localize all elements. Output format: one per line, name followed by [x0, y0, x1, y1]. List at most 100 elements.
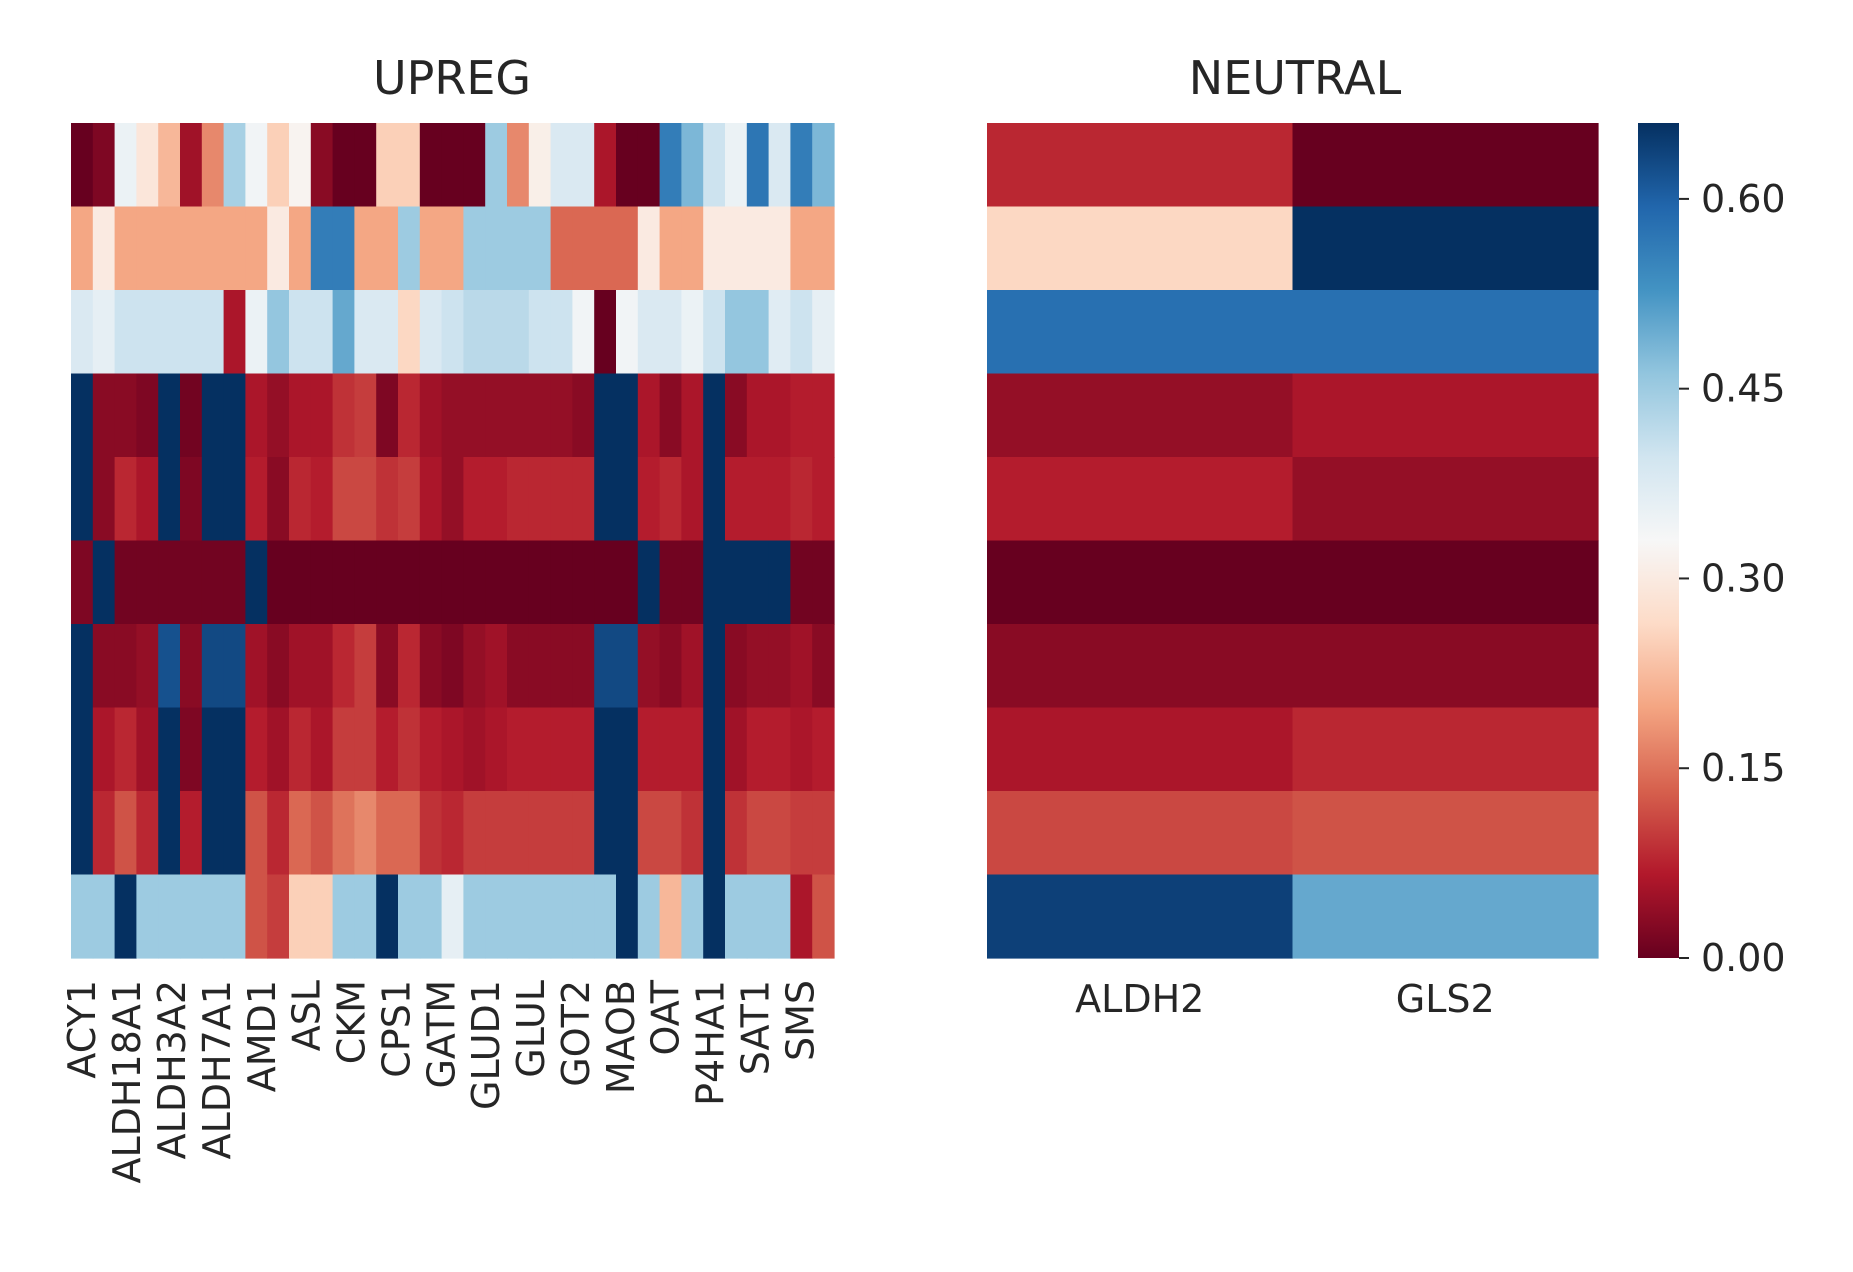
heatmap-cell — [201, 290, 225, 375]
heatmap-cell — [528, 791, 552, 876]
heatmap-cell — [267, 707, 290, 792]
heatmap-cell — [310, 707, 334, 792]
heatmap-cell — [267, 123, 290, 208]
heatmap-cell — [572, 624, 595, 709]
heatmap-cell — [92, 874, 116, 959]
heatmap-cell — [201, 457, 225, 542]
heatmap-cell — [812, 206, 835, 291]
heatmap-cell — [812, 791, 835, 876]
heatmap-cell — [659, 290, 682, 375]
heatmap-cell — [180, 457, 203, 542]
heatmap-cell — [158, 791, 181, 876]
heatmap-cell — [703, 540, 726, 625]
x-tick-label: CPS1 — [374, 980, 418, 1078]
heatmap-cell — [637, 791, 661, 876]
heatmap-cell — [507, 540, 530, 625]
heatmap-cell — [136, 624, 159, 709]
heatmap-cell — [354, 290, 377, 375]
heatmap-cell — [289, 874, 312, 959]
heatmap-cell — [158, 290, 181, 375]
heatmap-cell — [485, 290, 508, 375]
heatmap-cell — [136, 791, 159, 876]
heatmap-cell — [201, 707, 225, 792]
heatmap-cell — [768, 540, 791, 625]
heatmap-cell — [703, 123, 726, 208]
heatmap-cell — [725, 373, 748, 458]
x-tick-label: OAT — [644, 979, 688, 1055]
heatmap-cell — [245, 874, 268, 959]
heatmap-cell — [136, 123, 159, 208]
x-tick-label: ALDH2 — [1075, 977, 1204, 1021]
heatmap-cell — [528, 624, 552, 709]
heatmap-cell — [987, 540, 1294, 625]
heatmap-cell — [267, 540, 290, 625]
heatmap-cell — [659, 373, 682, 458]
heatmap-cell — [441, 707, 464, 792]
heatmap-cell — [616, 791, 639, 876]
heatmap-cell — [746, 123, 770, 208]
heatmap-cell — [158, 457, 181, 542]
heatmap-cell — [136, 206, 159, 291]
heatmap-cell — [659, 624, 682, 709]
heatmap-cell — [812, 373, 835, 458]
heatmap-cell — [223, 874, 246, 959]
heatmap-cell — [332, 290, 355, 375]
heatmap-cell — [681, 540, 704, 625]
heatmap-cell — [180, 707, 203, 792]
heatmap-cell — [681, 373, 704, 458]
heatmap-cell — [223, 373, 246, 458]
heatmap-cell — [681, 874, 704, 959]
colorbar-tick-label: 0.30 — [1701, 556, 1786, 600]
heatmap-cell — [245, 123, 268, 208]
heatmap-cell — [354, 540, 377, 625]
heatmap-cell — [507, 624, 530, 709]
heatmap-cell — [92, 206, 116, 291]
heatmap-cell — [703, 457, 726, 542]
heatmap-cell — [71, 457, 94, 542]
heatmap-cell — [419, 290, 443, 375]
heatmap-cell — [594, 123, 617, 208]
heatmap-cell — [790, 540, 813, 625]
heatmap-cell — [550, 874, 573, 959]
x-tick-label: ASL — [285, 980, 329, 1051]
heatmap-cell — [223, 123, 246, 208]
heatmap-cell — [180, 206, 203, 291]
heatmap-cell — [637, 290, 661, 375]
heatmap-cell — [398, 707, 421, 792]
heatmap-cell — [637, 624, 661, 709]
heatmap-cell — [245, 624, 268, 709]
heatmap-cell — [158, 624, 181, 709]
heatmap-cell — [223, 540, 246, 625]
heatmap-cell — [289, 290, 312, 375]
heatmap-cell — [158, 874, 181, 959]
heatmap-cell — [245, 791, 268, 876]
heatmap-cell — [768, 457, 791, 542]
heatmap-cell — [92, 290, 116, 375]
heatmap-cell — [310, 123, 334, 208]
upreg-heatmap — [71, 123, 835, 959]
heatmap-cell — [354, 624, 377, 709]
heatmap-cell — [267, 290, 290, 375]
heatmap-cell — [92, 123, 116, 208]
x-tick-label: ALDH7A1 — [195, 980, 239, 1159]
heatmap-cell — [201, 540, 225, 625]
heatmap-cell — [746, 707, 770, 792]
heatmap-cell — [136, 457, 159, 542]
heatmap-cell — [790, 707, 813, 792]
colorbar-ticks: 0.00 0.15 0.30 0.45 0.60 — [1679, 177, 1786, 980]
heatmap-cell — [746, 290, 770, 375]
heatmap-cell — [310, 791, 334, 876]
heatmap-cell — [703, 707, 726, 792]
heatmap-cell — [528, 290, 552, 375]
heatmap-cell — [223, 457, 246, 542]
heatmap-cell — [507, 206, 530, 291]
heatmap-cell — [790, 123, 813, 208]
heatmap-cell — [267, 624, 290, 709]
heatmap-cell — [528, 707, 552, 792]
x-tick-label: GLUL — [509, 980, 553, 1078]
heatmap-cell — [746, 457, 770, 542]
heatmap-cell — [267, 874, 290, 959]
x-tick-label: GOT2 — [554, 980, 598, 1087]
heatmap-cell — [507, 290, 530, 375]
heatmap-cell — [637, 874, 661, 959]
